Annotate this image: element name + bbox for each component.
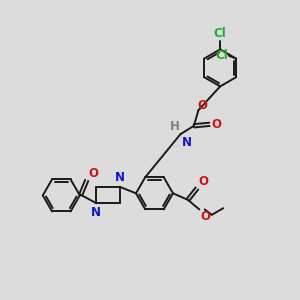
Text: O: O bbox=[197, 99, 207, 112]
Text: N: N bbox=[182, 136, 192, 149]
Text: Cl: Cl bbox=[214, 27, 226, 40]
Text: Cl: Cl bbox=[215, 49, 228, 62]
Text: O: O bbox=[198, 175, 208, 188]
Text: H: H bbox=[169, 120, 179, 133]
Text: O: O bbox=[88, 167, 98, 180]
Text: N: N bbox=[115, 171, 124, 184]
Text: N: N bbox=[91, 206, 101, 218]
Text: O: O bbox=[211, 118, 221, 131]
Text: O: O bbox=[200, 210, 211, 223]
